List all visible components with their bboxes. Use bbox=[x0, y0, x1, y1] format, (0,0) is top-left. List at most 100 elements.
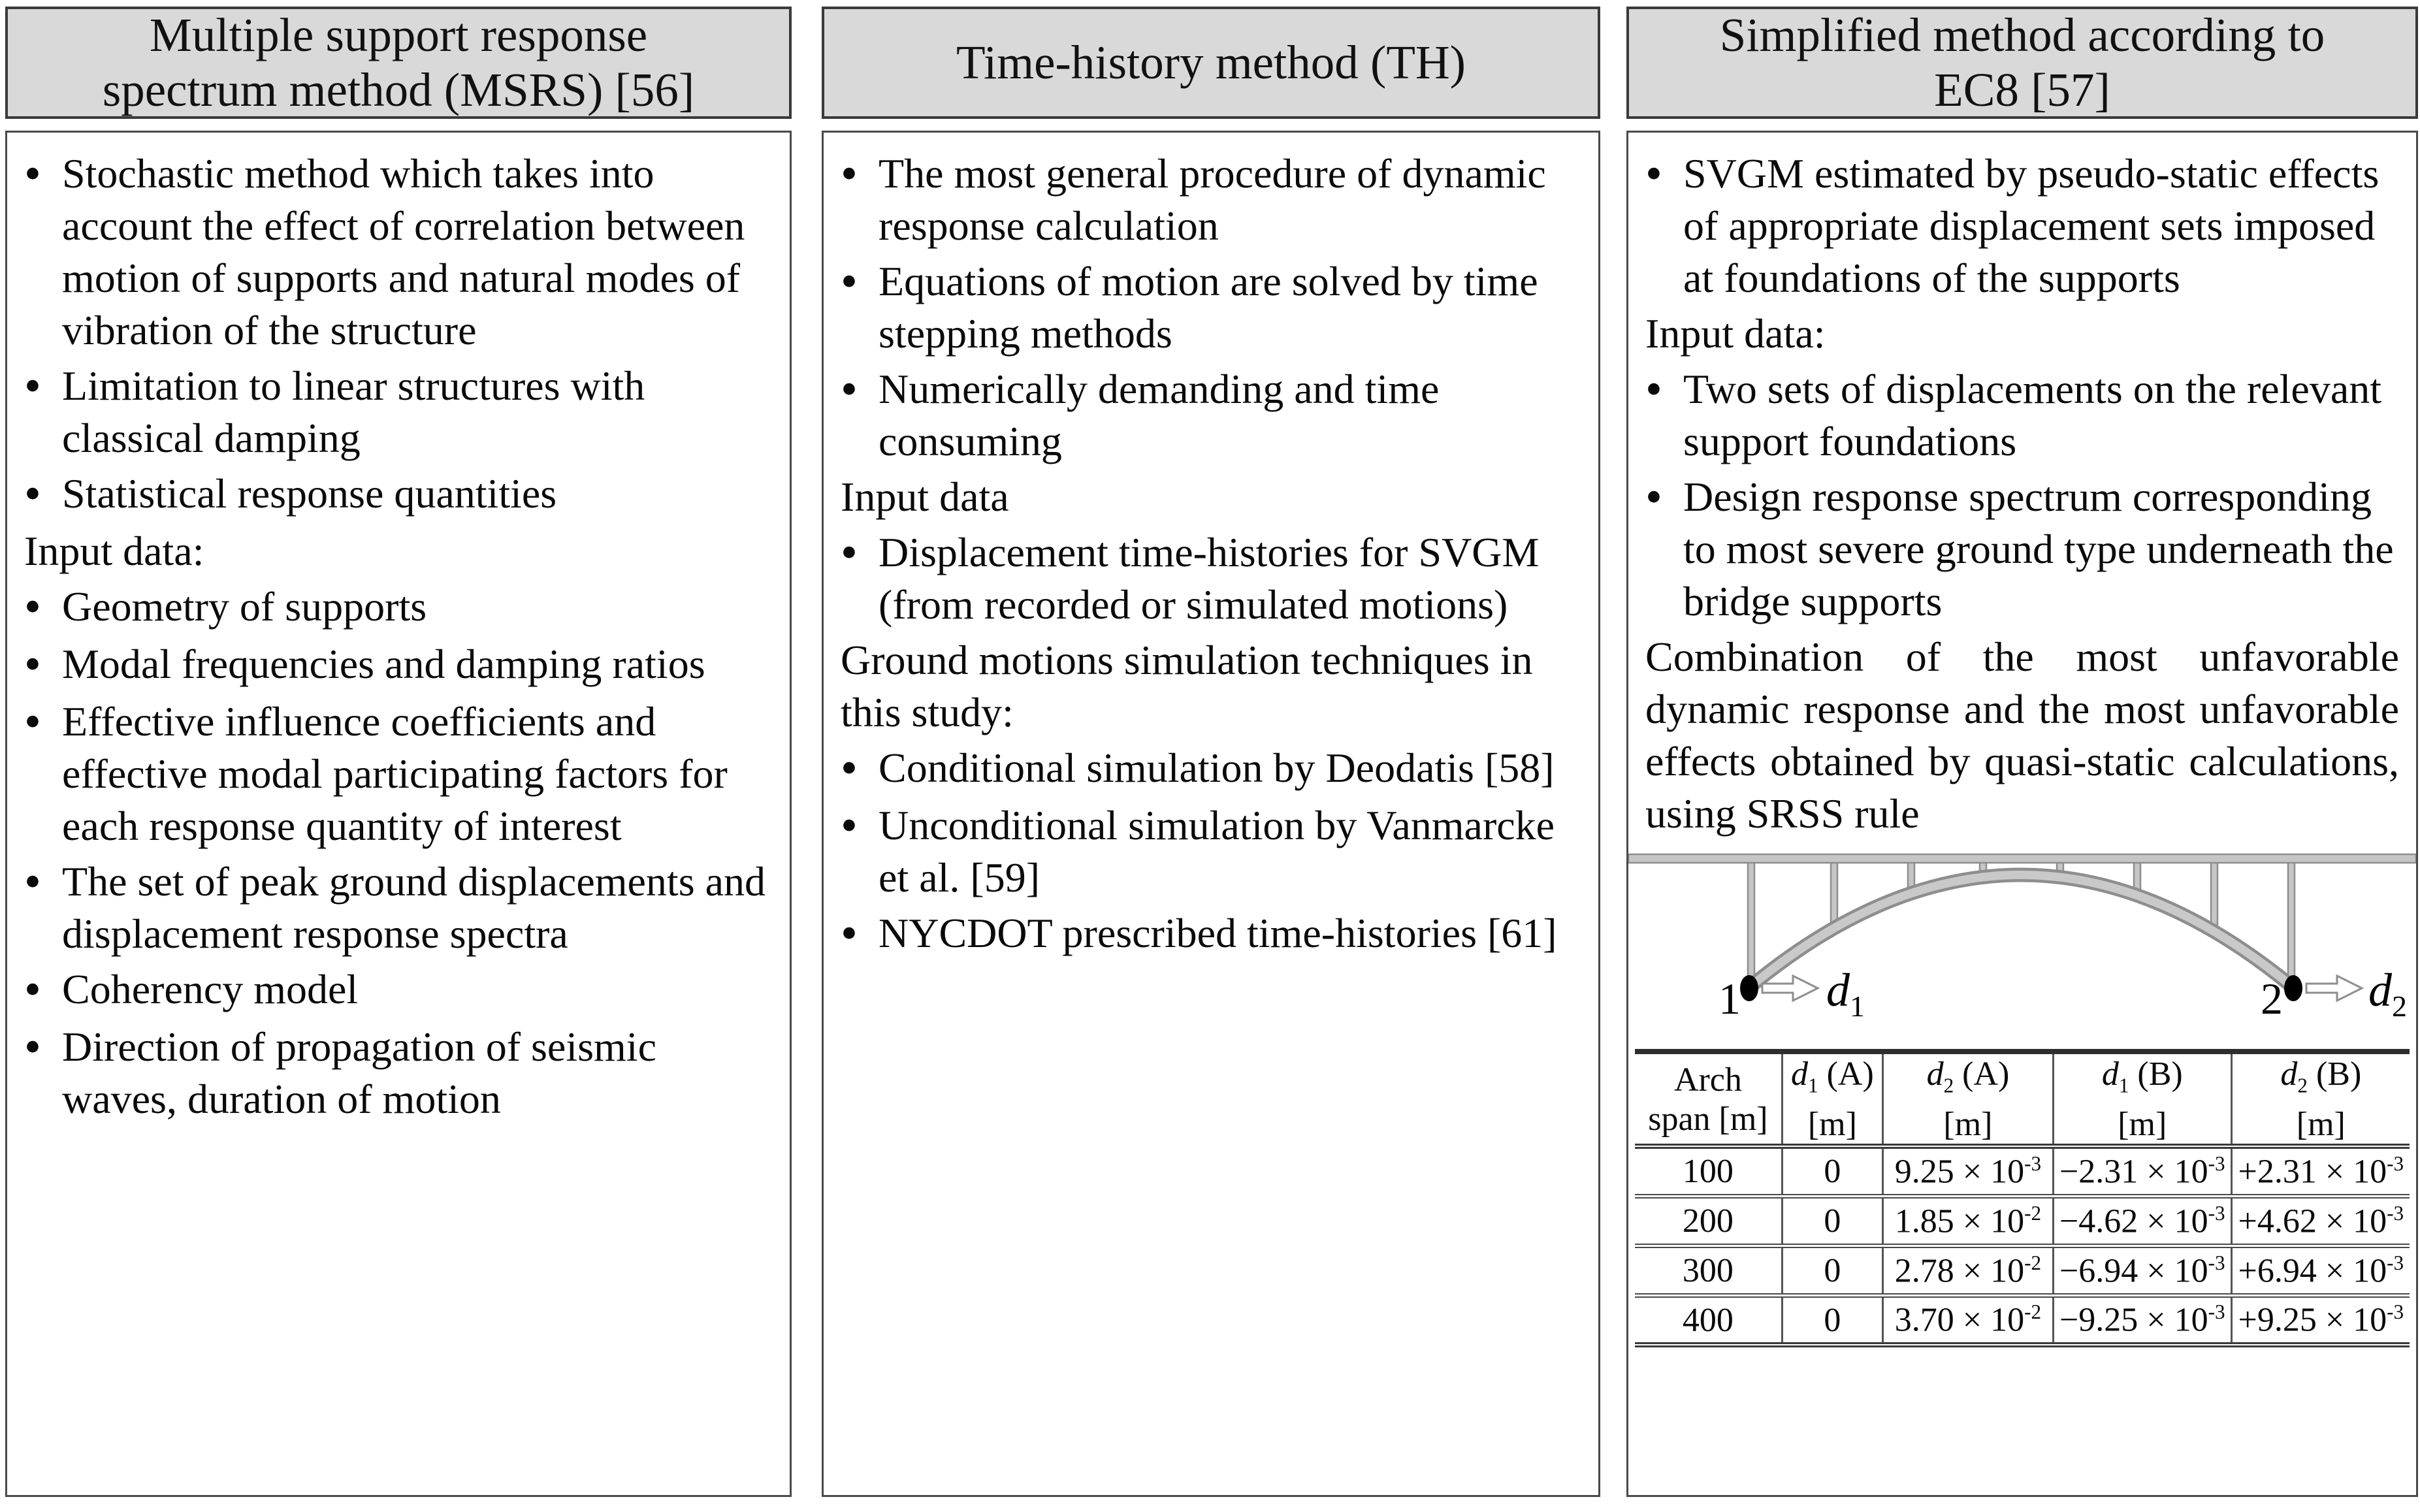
cell-d1b: −6.94 × 10-3 bbox=[2052, 1246, 2233, 1298]
list-item: Numerically demanding and time consuming bbox=[841, 363, 1581, 468]
list-item-text: Numerically demanding and time consuming bbox=[879, 366, 1440, 464]
cell-d2a: 3.70 × 10-2 bbox=[1882, 1295, 2054, 1345]
bullet-icon bbox=[841, 799, 879, 904]
list-item-text: NYCDOT prescribed time-histories [61] bbox=[879, 910, 1557, 956]
list-item-text: Statistical response quantities bbox=[62, 470, 557, 517]
list-item-text: Conditional simulation by Deodatis [58] bbox=[879, 745, 1555, 791]
list-item: The most general procedure of dynamic re… bbox=[841, 148, 1581, 252]
list-item-text: The set of peak ground displacements and… bbox=[62, 858, 766, 957]
table-row: 100 0 9.25 × 10-3 −2.31 × 10-3 +2.31 × 1… bbox=[1635, 1146, 2410, 1198]
cell-d2a: 2.78 × 10-2 bbox=[1882, 1246, 2054, 1298]
list-item: Conditional simulation by Deodatis [58] bbox=[841, 742, 1581, 796]
list-item-text: Unconditional simulation by Vanmarcke et… bbox=[879, 802, 1555, 901]
bullet-icon bbox=[841, 742, 879, 796]
table-header-row: Arch span [m] d1 (A) [m] d2 (A) [m] d1 bbox=[1635, 1052, 2410, 1150]
bullet-icon bbox=[1645, 148, 1683, 304]
ec8-body: SVGM estimated by pseudo-static effects … bbox=[1626, 131, 2418, 1497]
th-body: The most general procedure of dynamic re… bbox=[822, 131, 1600, 1497]
list-item-text: Geometry of supports bbox=[62, 583, 427, 630]
column-msrs: Multiple support response spectrum metho… bbox=[5, 0, 792, 1512]
list-item-text: Coherency model bbox=[62, 966, 359, 1012]
list-item: Modal frequencies and damping ratios bbox=[24, 638, 773, 692]
list-item-text: Two sets of displacements on the relevan… bbox=[1683, 366, 2381, 464]
list-item-text: Equations of motion are solved by time s… bbox=[879, 258, 1538, 357]
bullet-icon bbox=[1645, 471, 1683, 628]
ec8-header-line2: EC8 [57] bbox=[1934, 63, 2110, 116]
list-item: Unconditional simulation by Vanmarcke et… bbox=[841, 799, 1581, 904]
cell-d2b: +4.62 × 10-3 bbox=[2230, 1196, 2410, 1248]
msrs-header: Multiple support response spectrum metho… bbox=[5, 7, 792, 119]
cell-d1a: 0 bbox=[1781, 1246, 1884, 1298]
support2-dot bbox=[2284, 975, 2302, 1001]
bullet-icon bbox=[24, 468, 62, 522]
bullet-icon bbox=[841, 148, 879, 252]
list-item: Statistical response quantities bbox=[24, 468, 773, 522]
col-header-d2B: d2 (B) [m] bbox=[2230, 1052, 2410, 1150]
ec8-header-line1: Simplified method according to bbox=[1719, 8, 2325, 61]
col-header-arch-span: Arch span [m] bbox=[1635, 1052, 1783, 1150]
bridge-arch bbox=[1746, 871, 2297, 991]
cell-d2b: +6.94 × 10-3 bbox=[2230, 1246, 2410, 1298]
col-header-d1B: d1 (B) [m] bbox=[2052, 1052, 2233, 1150]
cell-d1a: 0 bbox=[1781, 1295, 1884, 1345]
column-ec8: Simplified method according to EC8 [57] … bbox=[1626, 0, 2418, 1512]
bullet-icon bbox=[841, 526, 879, 631]
bullet-icon bbox=[24, 638, 62, 692]
cell-d1a: 0 bbox=[1781, 1196, 1884, 1248]
msrs-body: Stochastic method which takes into accou… bbox=[5, 131, 792, 1497]
list-item-text: Design response spectrum corresponding t… bbox=[1683, 474, 2394, 624]
support1-label: 1 bbox=[1718, 974, 1741, 1023]
bullet-icon bbox=[24, 696, 62, 852]
d1-arrow-icon bbox=[1761, 974, 1820, 1003]
list-item: Limitation to linear structures with cla… bbox=[24, 360, 773, 464]
list-item: NYCDOT prescribed time-histories [61] bbox=[841, 907, 1581, 961]
col-header-d2A: d2 (A) [m] bbox=[1882, 1052, 2054, 1150]
list-item: The set of peak ground displacements and… bbox=[24, 856, 773, 960]
table-row: 200 0 1.85 × 10-2 −4.62 × 10-3 +4.62 × 1… bbox=[1635, 1196, 2410, 1248]
list-item-text: Effective influence coefficients and eff… bbox=[62, 698, 728, 849]
list-item: Design response spectrum corresponding t… bbox=[1645, 471, 2399, 628]
list-item: Stochastic method which takes into accou… bbox=[24, 148, 773, 357]
list-item: SVGM estimated by pseudo-static effects … bbox=[1645, 148, 2399, 304]
col-header-d1A: d1 (A) [m] bbox=[1781, 1052, 1884, 1150]
cell-span: 200 bbox=[1635, 1196, 1783, 1248]
section-label-input-data: Input data: bbox=[1645, 310, 1826, 357]
section-label-simulation: Ground motions simulation techniques in … bbox=[841, 637, 1533, 735]
th-header: Time-history method (TH) bbox=[822, 7, 1600, 119]
bullet-icon bbox=[24, 1021, 62, 1125]
d1-label: d1 bbox=[1826, 964, 1865, 1023]
support2-label: 2 bbox=[2261, 974, 2283, 1023]
bullet-icon bbox=[24, 856, 62, 960]
msrs-header-line2: spectrum method (MSRS) [56] bbox=[102, 63, 695, 116]
list-item-text: Modal frequencies and damping ratios bbox=[62, 641, 705, 687]
bullet-icon bbox=[841, 255, 879, 360]
column-th: Time-history method (TH) The most genera… bbox=[822, 0, 1600, 1512]
list-item-text: Displacement time-histories for SVGM (fr… bbox=[879, 529, 1540, 628]
cell-d1a: 0 bbox=[1781, 1146, 1884, 1198]
cell-d2b: +9.25 × 10-3 bbox=[2230, 1295, 2410, 1345]
list-item: Two sets of displacements on the relevan… bbox=[1645, 363, 2399, 468]
list-item: Displacement time-histories for SVGM (fr… bbox=[841, 526, 1581, 631]
list-item-text: Stochastic method which takes into accou… bbox=[62, 150, 745, 353]
cell-span: 100 bbox=[1635, 1146, 1783, 1198]
msrs-header-line1: Multiple support response bbox=[149, 8, 648, 61]
section-label-input-data: Input data: bbox=[24, 528, 204, 574]
cell-d2a: 1.85 × 10-2 bbox=[1882, 1196, 2054, 1248]
bullet-icon bbox=[24, 148, 62, 357]
list-item-text: SVGM estimated by pseudo-static effects … bbox=[1683, 150, 2380, 301]
list-item: Geometry of supports bbox=[24, 581, 773, 635]
bullet-icon bbox=[841, 907, 879, 961]
cell-d1b: −9.25 × 10-3 bbox=[2052, 1295, 2233, 1345]
combination-paragraph: Combination of the most unfavorable dyna… bbox=[1645, 634, 2399, 837]
list-item: Direction of propagation of seismic wave… bbox=[24, 1021, 773, 1125]
table-row: 300 0 2.78 × 10-2 −6.94 × 10-3 +6.94 × 1… bbox=[1635, 1246, 2410, 1298]
bullet-icon bbox=[24, 360, 62, 464]
list-item-text: The most general procedure of dynamic re… bbox=[879, 150, 1546, 249]
list-item: Coherency model bbox=[24, 963, 773, 1018]
list-item-text: Limitation to linear structures with cla… bbox=[62, 362, 645, 461]
section-label-input-data: Input data bbox=[841, 474, 1009, 520]
table-row: 400 0 3.70 × 10-2 −9.25 × 10-3 +9.25 × 1… bbox=[1635, 1295, 2410, 1345]
list-item: Effective influence coefficients and eff… bbox=[24, 696, 773, 852]
cell-d2b: +2.31 × 10-3 bbox=[2230, 1146, 2410, 1198]
